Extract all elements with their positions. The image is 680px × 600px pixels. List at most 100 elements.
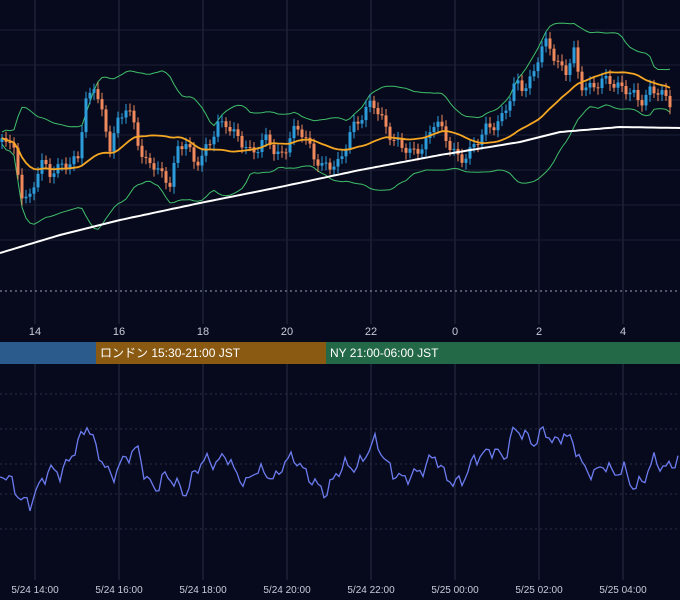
candle	[304, 130, 308, 145]
candle-body	[124, 110, 128, 118]
candle-body	[164, 171, 168, 183]
candle-body	[80, 132, 84, 159]
candle	[332, 160, 336, 176]
candle	[156, 161, 160, 175]
candle-body	[16, 147, 20, 175]
candle	[620, 75, 624, 92]
candle	[552, 44, 556, 66]
candle-body	[336, 159, 340, 167]
candle-body	[176, 146, 180, 163]
candle	[328, 158, 332, 175]
candle	[100, 92, 104, 117]
candle-body	[72, 156, 76, 165]
candle-body	[112, 133, 116, 152]
candle	[236, 123, 240, 142]
candle	[340, 150, 344, 164]
session-bar: ロンドン 15:30-21:00 JST NY 21:00-06:00 JST	[0, 342, 680, 364]
candle	[84, 91, 88, 138]
candle-body	[108, 131, 112, 152]
time-axis: 5/24 14:00 5/24 16:00 5/24 18:00 5/24 20:00…	[0, 580, 680, 600]
candle-body	[240, 136, 244, 148]
candle-body	[172, 162, 176, 187]
candle-body	[604, 76, 608, 79]
candle	[384, 109, 388, 134]
candle	[220, 115, 224, 128]
candle-body	[120, 117, 124, 119]
candle	[80, 125, 84, 166]
candle	[468, 140, 472, 165]
candle	[376, 102, 380, 121]
candle	[244, 140, 248, 155]
candle-body	[624, 86, 628, 95]
candle	[380, 107, 384, 120]
candle-body	[88, 92, 92, 99]
candle-body	[32, 187, 36, 194]
candle	[144, 150, 148, 165]
candle-body	[208, 144, 212, 146]
candle-body	[628, 92, 632, 95]
candle	[232, 122, 236, 139]
candle	[96, 82, 100, 104]
candle	[424, 131, 428, 157]
candle-body	[184, 144, 188, 150]
candle	[28, 188, 32, 203]
candle-body	[256, 152, 260, 154]
candle-body	[392, 139, 396, 141]
candle	[568, 58, 572, 82]
candle-body	[136, 122, 140, 146]
candle-body	[36, 173, 40, 188]
candle	[368, 94, 372, 113]
time-tick-label: 5/25 02:00	[515, 585, 563, 596]
candle	[252, 142, 256, 160]
candle	[208, 139, 212, 149]
candle	[612, 79, 616, 92]
candle-body	[600, 78, 604, 88]
candle	[444, 120, 448, 148]
candle	[92, 83, 96, 100]
candle	[584, 82, 588, 97]
candle	[56, 158, 60, 178]
candle-body	[152, 163, 156, 170]
candle	[420, 144, 424, 158]
candle	[76, 151, 80, 163]
candle	[416, 143, 420, 161]
candle	[504, 104, 508, 120]
candle	[212, 131, 216, 152]
candle-body	[556, 60, 560, 62]
candle-body	[8, 141, 12, 143]
candle-body	[140, 145, 144, 157]
hour-axis: 14 16 18 20 22 0 2 4	[0, 324, 680, 342]
candle-body	[408, 148, 412, 153]
candle-body	[236, 129, 240, 136]
price-chart[interactable]	[0, 0, 680, 324]
candle-body	[444, 126, 448, 141]
candle	[132, 105, 136, 130]
candle	[628, 88, 632, 102]
candle-body	[160, 168, 164, 172]
candle	[12, 137, 16, 155]
candle	[260, 133, 264, 158]
candle	[360, 115, 364, 129]
candle	[592, 76, 596, 92]
hour-tick-label: 2	[535, 326, 543, 338]
candle	[572, 40, 576, 68]
candle	[164, 167, 168, 190]
candle	[512, 77, 516, 106]
candle-body	[292, 125, 296, 139]
candle	[216, 114, 220, 143]
candle	[480, 129, 484, 150]
candle	[168, 176, 172, 192]
candle-body	[116, 117, 120, 134]
candle-body	[612, 84, 616, 88]
candle	[284, 148, 288, 160]
candle	[160, 162, 164, 178]
candle	[564, 59, 568, 81]
candle-body	[380, 114, 384, 116]
oscillator-chart[interactable]	[0, 364, 680, 580]
candle-body	[636, 90, 640, 101]
candle-body	[52, 173, 56, 177]
candle	[668, 89, 672, 115]
candle	[116, 111, 120, 138]
candle	[180, 141, 184, 156]
candle-body	[484, 123, 488, 135]
